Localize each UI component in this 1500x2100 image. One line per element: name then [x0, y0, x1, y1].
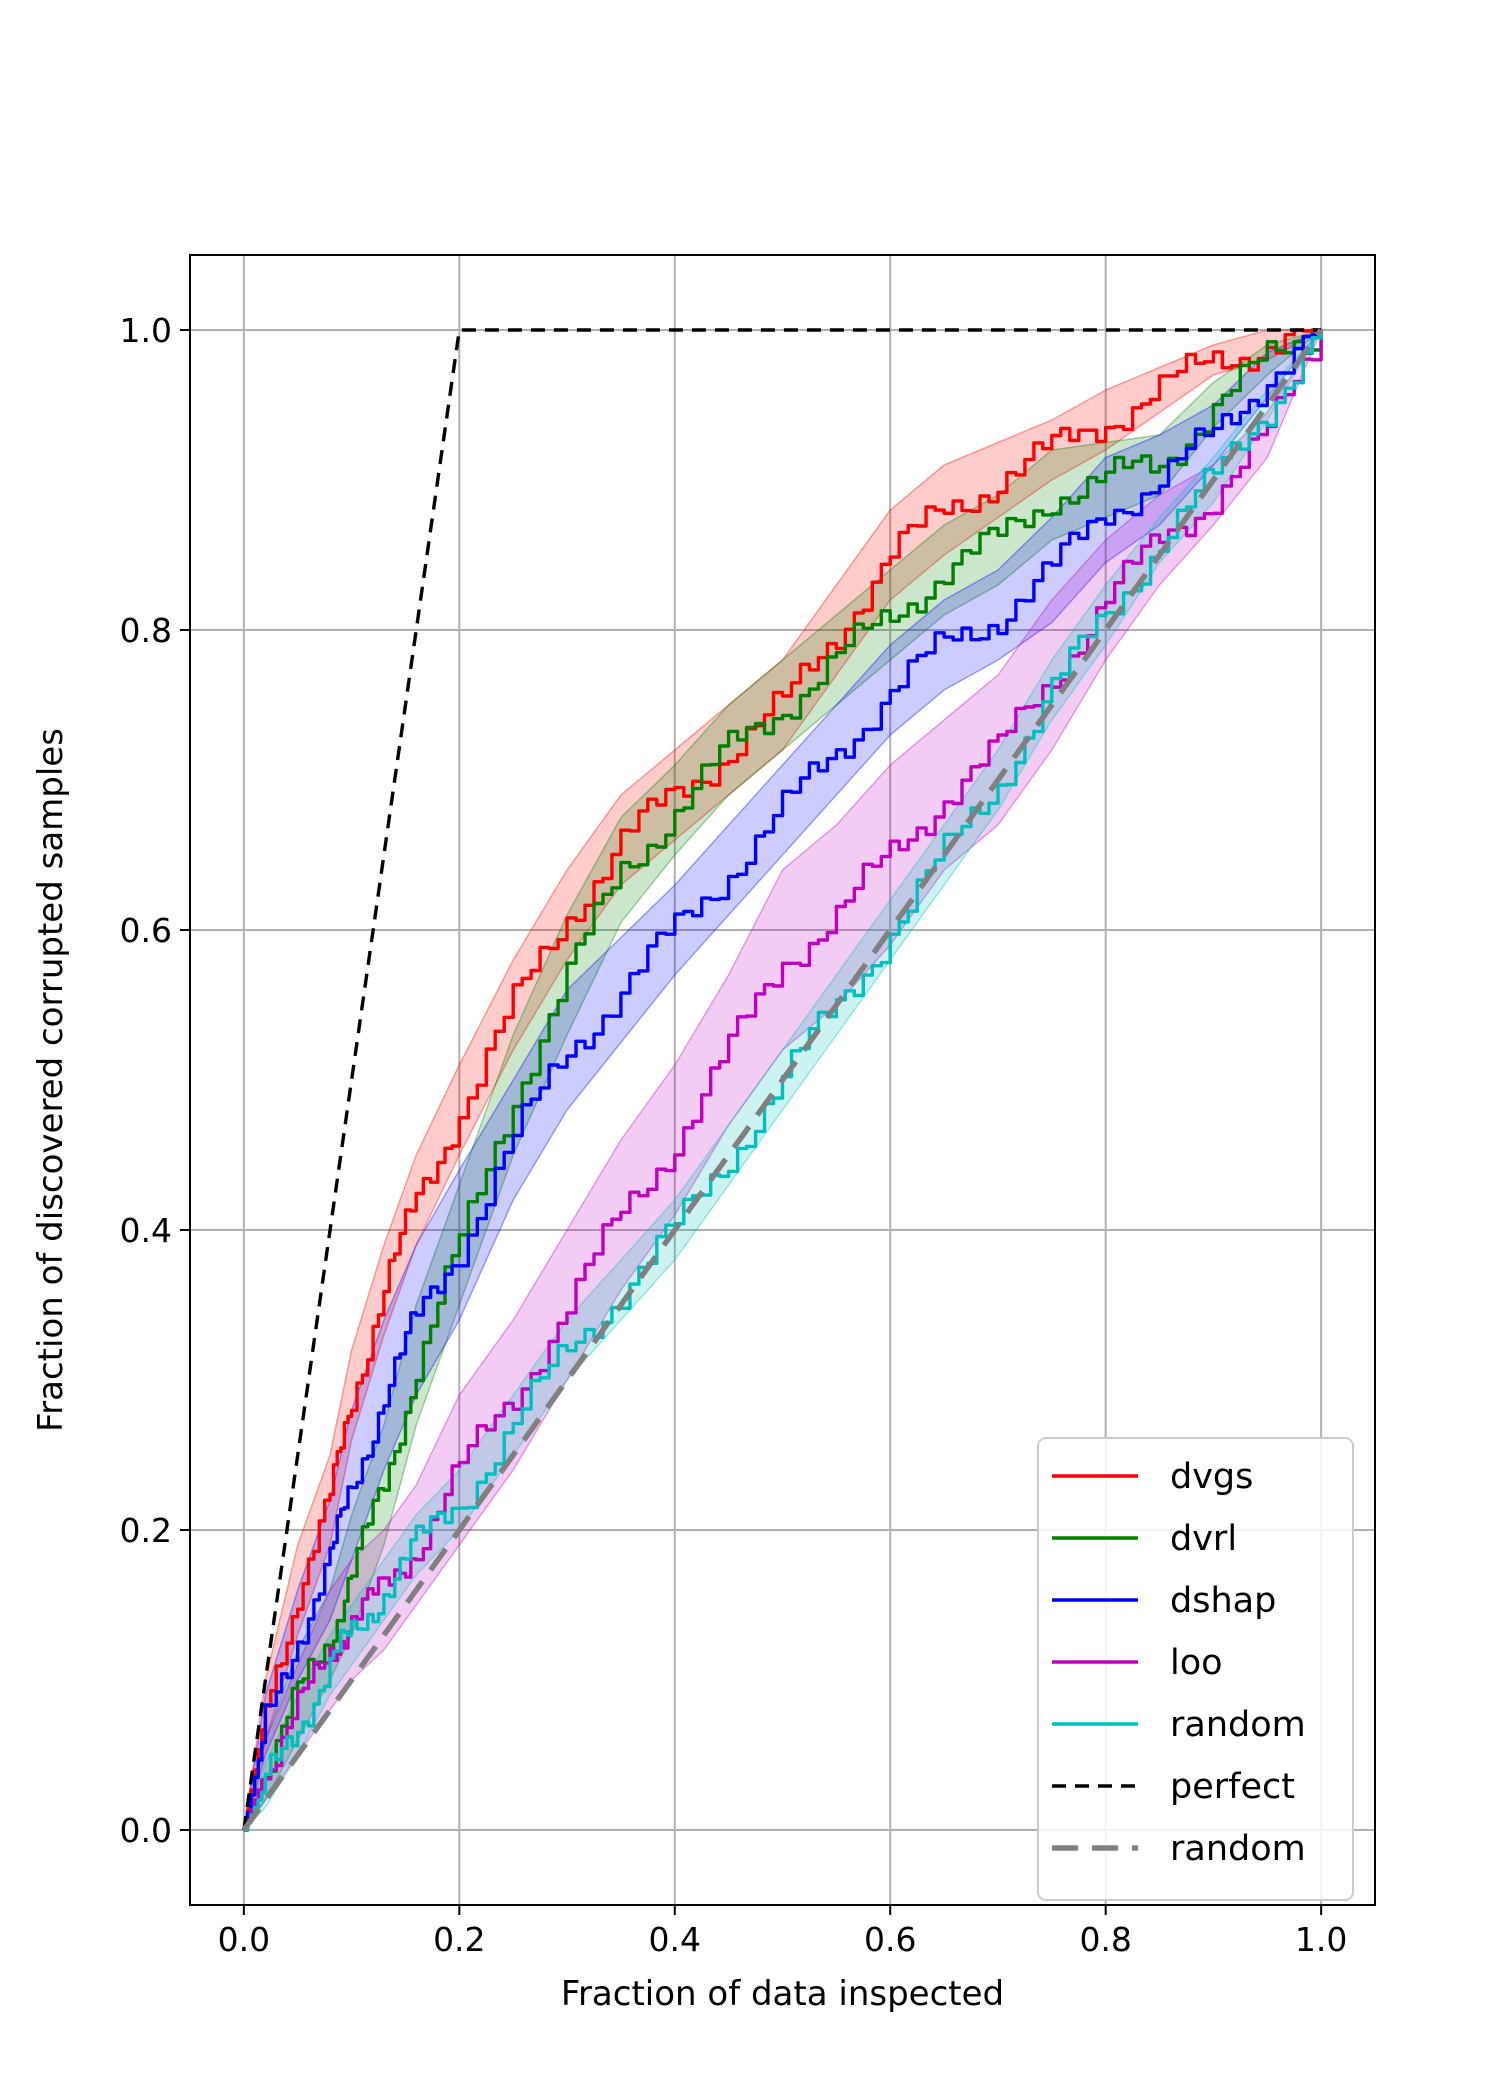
legend-label: perfect	[1170, 1767, 1295, 1807]
line-random-6	[241, 328, 1324, 1832]
axis-ticks: 0.0 0.2 0.4 0.6 0.8 1.0 0.0 0.2 0.4 0.6 0.8 1.0	[120, 311, 1348, 1959]
line-dshap-2	[243, 330, 1323, 1832]
legend-box	[1037, 1437, 1354, 1901]
legend-label: random	[1170, 1829, 1306, 1869]
line-dvgs-0	[243, 328, 1322, 1832]
x-tick-label: 0.6	[864, 1920, 916, 1959]
grid	[190, 255, 1375, 1905]
y-tick-label: 0.2	[120, 1511, 172, 1550]
legend-label: dvgs	[1170, 1457, 1253, 1497]
legend-label: random	[1170, 1705, 1306, 1745]
line-dvrl-1	[243, 330, 1323, 1832]
y-tick-label: 0.6	[120, 911, 172, 950]
x-tick-label: 0.2	[433, 1920, 485, 1959]
legend-label: loo	[1170, 1643, 1223, 1683]
x-tick-label: 0.4	[649, 1920, 701, 1959]
y-tick-label: 0.8	[120, 611, 172, 650]
y-tick-label: 1.0	[120, 311, 172, 350]
x-tick-label: 0.0	[218, 1920, 270, 1959]
line-loo-3	[243, 330, 1323, 1832]
y-axis-label: Fraction of discovered corrupted samples	[31, 728, 71, 1432]
legend-label: dvrl	[1170, 1519, 1237, 1559]
legend-label: dshap	[1170, 1581, 1276, 1621]
series-lines	[241, 328, 1324, 1832]
legend: dvgs dvrl dshap loo random perfect random	[1037, 1437, 1354, 1901]
x-tick-label: 1.0	[1295, 1920, 1347, 1959]
x-axis-label: Fraction of data inspected	[561, 1974, 1004, 2014]
x-tick-label: 0.8	[1079, 1920, 1131, 1959]
y-tick-label: 0.0	[120, 1811, 172, 1850]
plot-frame	[189, 254, 1376, 1906]
y-tick-label: 0.4	[120, 1211, 172, 1250]
